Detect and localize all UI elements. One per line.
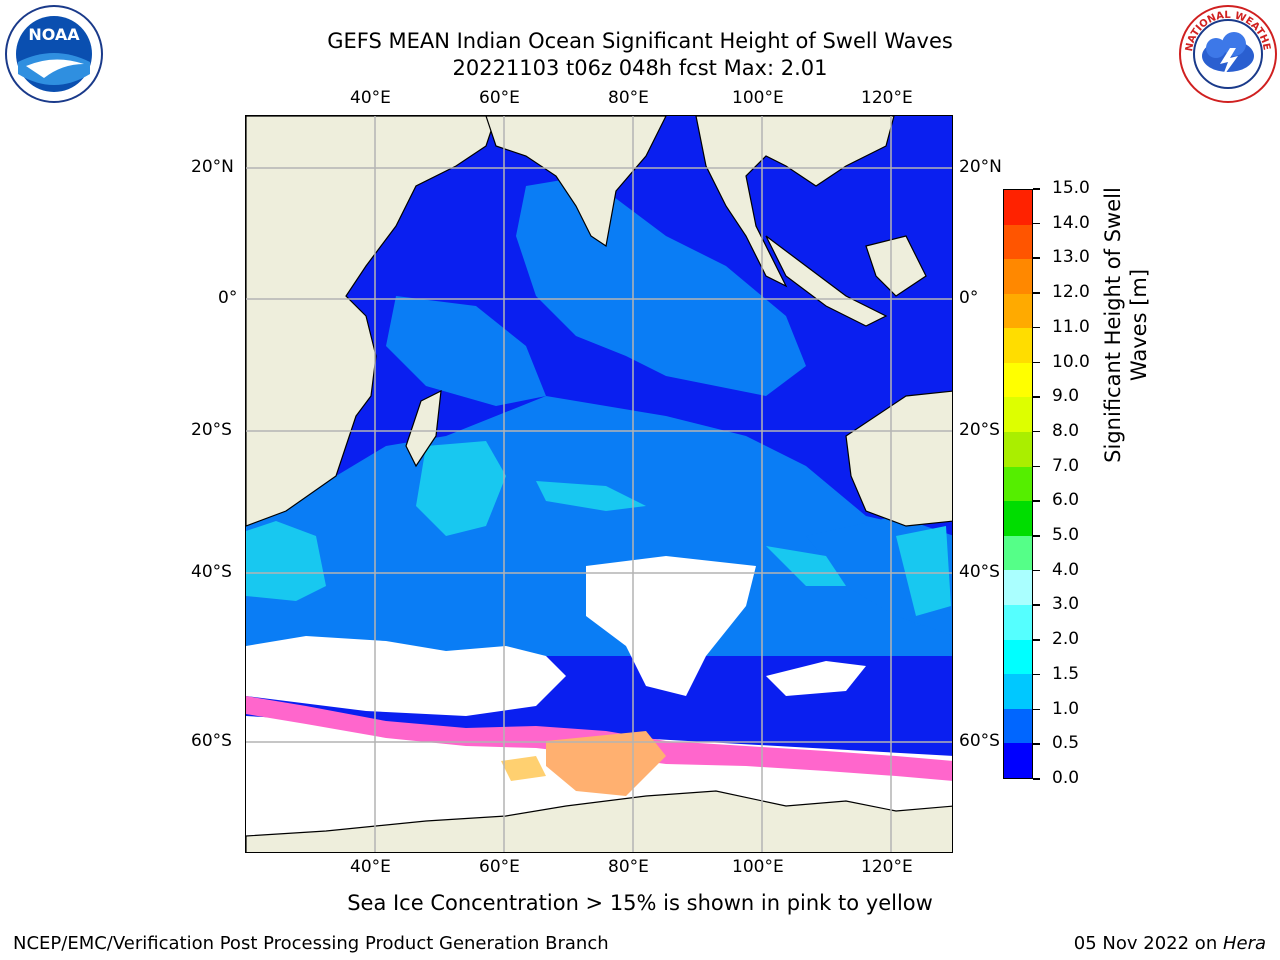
colorbar-tick-mark [1033, 361, 1040, 364]
map-panel [245, 115, 953, 853]
colorbar [1003, 189, 1033, 779]
colorbar-segment [1004, 708, 1032, 744]
colorbar-tick-mark [1033, 188, 1040, 190]
colorbar-segment [1004, 466, 1032, 502]
colorbar-tick-label: 6.0 [1052, 490, 1080, 511]
lon-label-bottom-100e: 100°E [732, 857, 784, 877]
lat-label-right-40s: 40°S [959, 562, 1000, 582]
noaa-logo: NOAA [4, 4, 104, 104]
footer-date: 05 Nov 2022 on Hera [1074, 933, 1266, 954]
lat-label-left-40s: 40°S [191, 562, 232, 582]
colorbar-tick-mark [1033, 396, 1040, 398]
colorbar-tick-label: 11.0 [1052, 316, 1090, 337]
graticule [246, 116, 952, 852]
lon-label-bottom-40e: 40°E [350, 857, 391, 877]
colorbar-tick-mark [1033, 500, 1040, 502]
colorbar-segment [1004, 674, 1032, 709]
footer-date-text: 05 Nov 2022 on [1073, 933, 1223, 954]
colorbar-tick-mark [1033, 535, 1040, 537]
lon-label-bottom-60e: 60°E [479, 857, 520, 877]
nws-logo-icon: NATIONAL WEATHER SERVICE [1174, 0, 1277, 103]
colorbar-tick-mark [1033, 708, 1040, 711]
colorbar-tick-label: 0.0 [1052, 768, 1080, 788]
colorbar-segment [1004, 535, 1032, 571]
colorbar-tick-label: 7.0 [1052, 455, 1080, 476]
colorbar-tick-mark [1033, 465, 1040, 468]
colorbar-tick-mark [1033, 257, 1040, 259]
colorbar-segment [1004, 397, 1032, 433]
colorbar-segment [1004, 328, 1032, 363]
lat-label-left-20n: 20°N [191, 157, 234, 177]
colorbar-segment [1004, 639, 1032, 675]
lat-label-right-60s: 60°S [959, 731, 1000, 751]
colorbar-tick-mark [1033, 222, 1040, 225]
swell-height-map [246, 116, 952, 852]
colorbar-segment [1004, 293, 1032, 329]
colorbar-tick-label: 12.0 [1052, 282, 1090, 303]
colorbar-tick-mark [1033, 604, 1040, 606]
footer-branch: NCEP/EMC/Verification Post Processing Pr… [13, 933, 609, 954]
colorbar-tick-label: 9.0 [1052, 386, 1080, 407]
colorbar-tick-label: 10.0 [1052, 351, 1090, 372]
lon-label-top-120e: 120°E [861, 88, 913, 108]
lon-label-bottom-120e: 120°E [861, 857, 913, 877]
colorbar-segment [1004, 362, 1032, 398]
colorbar-tick-mark [1033, 743, 1040, 745]
colorbar-tick-label: 14.0 [1052, 212, 1090, 233]
colorbar-tick-label: 3.0 [1052, 594, 1080, 615]
colorbar-tick-label: 2.0 [1052, 629, 1080, 650]
svg-text:NOAA: NOAA [28, 25, 80, 44]
colorbar-tick-label: 0.5 [1052, 733, 1080, 754]
sea-ice-caption: Sea Ice Concentration > 15% is shown in … [347, 891, 933, 915]
lon-label-top-80e: 80°E [608, 88, 649, 108]
colorbar-segment [1004, 605, 1032, 640]
colorbar-tick-mark [1033, 778, 1040, 780]
lat-label-right-20n: 20°N [959, 157, 1002, 177]
colorbar-tick-mark [1033, 639, 1040, 641]
colorbar-tick-mark [1033, 673, 1040, 676]
lat-label-left-20s: 20°S [191, 420, 232, 440]
colorbar-tick-label: 4.0 [1052, 559, 1080, 580]
nws-logo: NATIONAL WEATHER SERVICE [1174, 0, 1278, 104]
colorbar-tick-label: 5.0 [1052, 525, 1080, 546]
colorbar-segment [1004, 224, 1032, 260]
lon-label-top-100e: 100°E [732, 88, 784, 108]
lon-label-top-60e: 60°E [479, 88, 520, 108]
lat-label-left-60s: 60°S [191, 731, 232, 751]
colorbar-segment [1004, 259, 1032, 294]
colorbar-segment [1004, 743, 1032, 778]
chart-subtitle: 20221103 t06z 048h fcst Max: 2.01 [452, 56, 828, 80]
colorbar-tick-label: 15.0 [1052, 178, 1090, 198]
colorbar-tick-label: 1.5 [1052, 663, 1080, 684]
colorbar-tick-mark [1033, 292, 1040, 294]
lat-label-right-20s: 20°S [959, 420, 1000, 440]
colorbar-tick-label: 1.0 [1052, 698, 1080, 719]
colorbar-segment [1004, 501, 1032, 536]
noaa-logo-icon: NOAA [5, 5, 103, 103]
colorbar-tick-label: 13.0 [1052, 247, 1090, 268]
colorbar-tick-mark [1033, 569, 1040, 572]
colorbar-tick-mark [1033, 430, 1040, 433]
chart-title: GEFS MEAN Indian Ocean Significant Heigh… [327, 29, 953, 53]
lon-label-bottom-80e: 80°E [608, 857, 649, 877]
lat-label-right-0: 0° [959, 288, 979, 308]
colorbar-segment [1004, 189, 1032, 225]
colorbar-segment [1004, 432, 1032, 467]
footer-host: Hera [1222, 933, 1266, 954]
colorbar-tick-label: 8.0 [1052, 420, 1080, 441]
lon-label-top-40e: 40°E [350, 88, 391, 108]
lat-label-left-0: 0° [218, 288, 238, 308]
colorbar-tick-mark [1033, 326, 1040, 329]
colorbar-segment [1004, 570, 1032, 606]
colorbar-title: Significant Height of Swell Waves [m] [1101, 187, 1151, 463]
